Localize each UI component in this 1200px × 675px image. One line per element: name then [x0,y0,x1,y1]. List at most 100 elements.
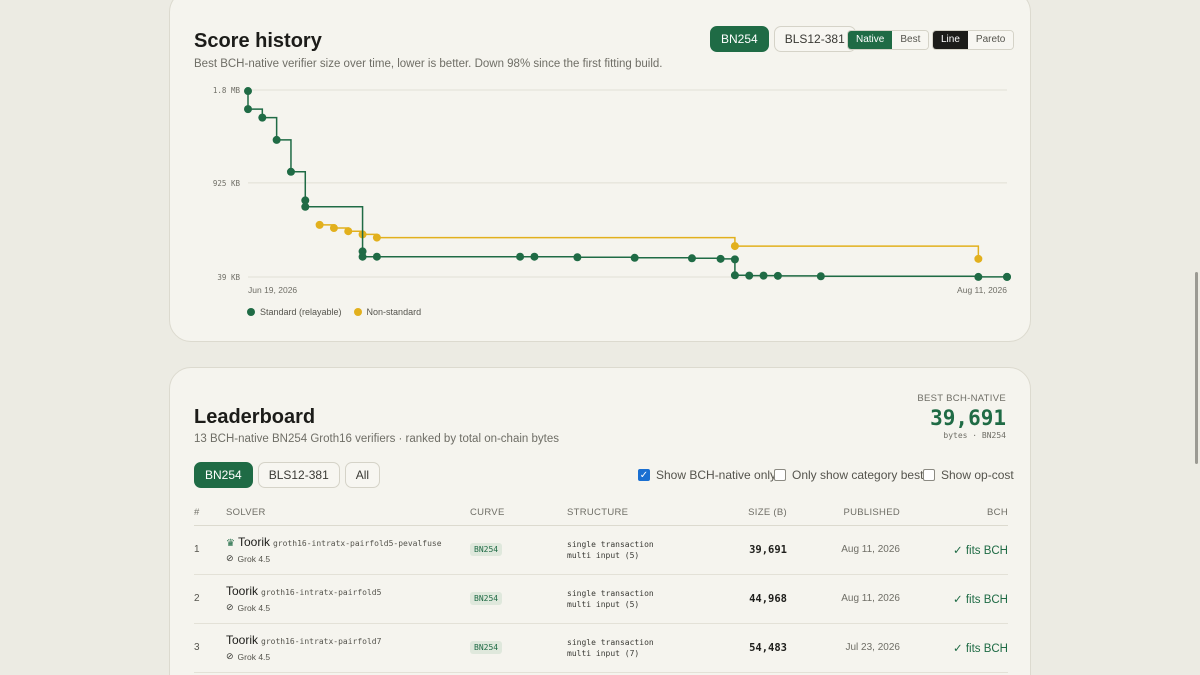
col-size: SIZE (B) [717,501,787,526]
legend-dot-nonstandard [353,308,362,316]
solver-name[interactable]: Toorik [226,584,259,598]
best-bch-native-value: 39,691 [930,406,1006,430]
data-point [344,227,353,236]
checkbox-op-cost[interactable] [923,469,935,481]
curve-badge: BN254 [470,543,503,556]
filter-bch-native-only[interactable]: ✓ Show BCH-native only [638,468,776,482]
solver-name[interactable]: Toorik [226,633,259,647]
data-point [244,105,252,114]
filter-category-best-label: Only show category best [792,468,924,482]
curve-badge: BN254 [470,641,503,654]
best-bch-native-box: BEST BCH-NATIVE 39,691 bytes · BN254 [917,393,1006,440]
row-rank: 3 [194,623,226,673]
leaderboard-tab-all[interactable]: All [344,462,381,488]
data-point [315,220,324,229]
row-published: Jul 23, 2026 [787,623,900,673]
data-point [730,271,739,280]
data-point [272,135,281,144]
leaderboard-subtitle: 13 BCH-native BN254 Groth16 verifiers · … [194,433,559,445]
score-history-card: Score history Best BCH-native verifier s… [169,0,1031,342]
col-bch: BCH [900,501,1008,526]
data-point [530,252,539,261]
curve-badge: BN254 [470,592,503,605]
row-solver: Toorik groth16-intratx-pairfold5 ⊘ Grok 4.… [226,574,470,624]
data-point [573,253,582,262]
col-solver: SOLVER [226,501,470,526]
data-point [974,254,983,263]
page-scrollbar[interactable] [1195,272,1198,464]
filter-op-cost-label: Show op-cost [941,468,1014,482]
data-point [244,87,252,96]
row-solver: Toorik groth16-intratx-pairfold7 ⊘ Grok 4.… [226,623,470,673]
row-rank: 2 [194,574,226,624]
data-point [730,242,739,251]
toggle-native[interactable]: Native [848,31,893,49]
row-curve: BN254 [470,525,567,575]
row-curve: BN254 [470,623,567,673]
y-tick-label: 925 KB [213,179,241,188]
toggle-best[interactable]: Best [892,31,929,49]
y-tick-label: 1.8 MB [213,86,241,95]
toggle-line[interactable]: Line [933,31,968,49]
legend-label-standard: Standard (relayable) [260,307,342,317]
data-point [301,202,310,211]
row-curve: BN254 [470,574,567,624]
score-history-subtitle: Best BCH-native verifier size over time,… [194,58,663,70]
solver-model: Grok 4.5 [237,602,271,613]
structure-line-1: single transaction [567,539,654,549]
data-point [372,252,381,261]
table-header-row: # SOLVER CURVE STRUCTURE SIZE (B) PUBLIS… [194,501,1008,526]
toggle-pareto[interactable]: Pareto [967,31,1014,49]
col-structure: STRUCTURE [567,501,717,526]
row-structure: single transaction multi input (5) [567,525,717,575]
table-row[interactable]: 3 Toorik groth16-intratx-pairfold7 ⊘ Grok … [194,623,1008,673]
row-bch-status: ✓ fits BCH [900,525,1008,575]
history-tab-bls12-381[interactable]: BLS12-381 [773,26,856,52]
legend-item-standard: Standard (relayable) [247,307,342,317]
data-point [730,255,739,264]
structure-line-2: multi input (5) [567,599,640,609]
leaderboard-card: Leaderboard 13 BCH-native BN254 Groth16 … [169,367,1031,675]
solver-model: Grok 4.5 [237,651,271,662]
data-point [716,254,725,263]
data-point [630,253,639,262]
data-point [329,224,338,233]
data-point [687,254,696,263]
data-point [372,233,381,242]
data-point [258,113,267,122]
row-published: Aug 11, 2026 [787,525,900,575]
row-structure: single transaction multi input (7) [567,623,717,673]
filter-bch-native-only-label: Show BCH-native only [656,468,777,482]
y-tick-label: 39 KB [217,273,240,282]
native-best-toggle: Native Best [847,30,930,50]
history-tab-bn254[interactable]: BN254 [710,26,769,52]
structure-line-1: single transaction [567,588,654,598]
best-bch-native-label: BEST BCH-NATIVE [917,393,1006,404]
filter-op-cost[interactable]: Show op-cost [923,468,1014,482]
legend-item-nonstandard: Non-standard [353,307,421,317]
data-point [358,252,367,261]
checkbox-category-best[interactable] [774,469,786,481]
leaderboard-tab-bls12-381[interactable]: BLS12-381 [257,462,340,488]
chart-legend: Standard (relayable) Non-standard [247,307,433,317]
data-point [301,196,310,205]
leaderboard-table: # SOLVER CURVE STRUCTURE SIZE (B) PUBLIS… [194,501,1008,673]
history-curve-tabs: BN254 BLS12-381 [710,26,861,52]
row-size: 44,968 [717,574,787,624]
data-point [745,271,754,280]
checkbox-bch-native-only[interactable]: ✓ [638,469,650,481]
table-row[interactable]: 2 Toorik groth16-intratx-pairfold5 ⊘ Grok … [194,574,1008,624]
filter-category-best[interactable]: Only show category best [774,468,923,482]
solver-model: Grok 4.5 [237,553,271,564]
row-published: Aug 11, 2026 [787,574,900,624]
table-row[interactable]: 1 ♛ Toorik groth16-intratx-pairfold5-peval… [194,525,1008,575]
legend-dot-standard [247,308,255,316]
leaderboard-tab-bn254[interactable]: BN254 [194,462,253,488]
model-icon: ⊘ [226,651,234,661]
col-curve: CURVE [470,501,567,526]
row-structure: single transaction multi input (5) [567,574,717,624]
row-solver: ♛ Toorik groth16-intratx-pairfold5-pevalfu… [226,525,470,575]
data-point [516,252,525,261]
solver-name[interactable]: Toorik [237,535,270,549]
solver-slug: groth16-intratx-pairfold5 [261,588,382,597]
